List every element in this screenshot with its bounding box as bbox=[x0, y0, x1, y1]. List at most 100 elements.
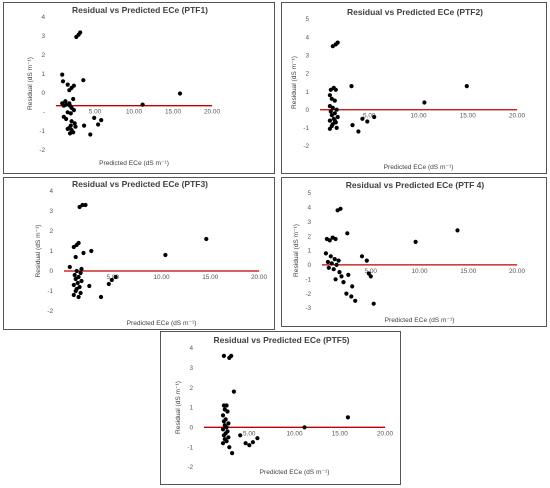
x-tick-label: 20.00 bbox=[204, 109, 220, 116]
data-point bbox=[329, 113, 334, 118]
y-tick-label: -2 bbox=[187, 464, 193, 471]
data-point bbox=[350, 123, 355, 128]
data-point bbox=[67, 264, 72, 270]
data-point bbox=[63, 99, 68, 104]
data-point bbox=[332, 111, 337, 116]
data-point bbox=[68, 111, 73, 116]
chart-panel-ptf5: Residual vs Predicted ECe (PTF5) -2 -1 0 1 2 3… bbox=[160, 331, 401, 485]
y-axis-label: Residual (dS m⁻¹) bbox=[293, 224, 300, 277]
data-point bbox=[72, 272, 77, 278]
x-tick-label: 5.00 bbox=[243, 430, 256, 437]
data-point bbox=[302, 425, 307, 430]
y-tick-label: 2 bbox=[307, 233, 311, 240]
data-point bbox=[80, 202, 85, 208]
data-point bbox=[109, 277, 114, 283]
chart-panel-ptf4: Residual vs Predicted ECe (PTF 4) -3 -2 -1 0… bbox=[281, 177, 547, 327]
data-point bbox=[78, 290, 83, 296]
chart-title: Residual vs Predicted ECe (PTF 4) bbox=[346, 180, 485, 190]
data-point bbox=[238, 433, 243, 438]
data-point bbox=[243, 441, 248, 446]
x-tick-label: 5.00 bbox=[365, 268, 378, 275]
y-axis-label: Residual (dS m⁻¹) bbox=[175, 381, 182, 434]
x-axis-label: Predicted ECe (dS m⁻¹) bbox=[384, 164, 454, 171]
y-tick-label: -2 bbox=[305, 291, 311, 298]
data-point bbox=[71, 96, 76, 102]
y-axis-label: Residual (dS m⁻¹) bbox=[27, 57, 34, 110]
data-point bbox=[330, 105, 335, 110]
chart-title: Residual vs Predicted ECe (PTF2) bbox=[347, 7, 483, 17]
data-point bbox=[325, 259, 330, 265]
data-point bbox=[79, 266, 84, 272]
data-point bbox=[88, 132, 93, 137]
data-point bbox=[231, 389, 236, 394]
data-point bbox=[332, 118, 337, 123]
data-point bbox=[360, 116, 365, 121]
chart-panel-ptf2: Residual vs Predicted ECe (PTF2) -2 -1 0 1 2 3… bbox=[281, 2, 547, 174]
y-tick-label: 1 bbox=[307, 248, 311, 255]
chart-ptf3: Residual vs Predicted ECe (PTF3) -2 -1 0 1 2 3… bbox=[35, 179, 267, 327]
data-point bbox=[334, 262, 339, 267]
data-point bbox=[76, 294, 81, 300]
data-point bbox=[327, 118, 332, 123]
data-point bbox=[220, 413, 226, 418]
data-point bbox=[365, 119, 370, 124]
x-tick-label: 5.00 bbox=[107, 274, 120, 281]
y-tick-label: 4 bbox=[49, 188, 53, 195]
chart-title: Residual vs Predicted ECe (PTF1) bbox=[72, 5, 208, 15]
data-point bbox=[113, 274, 118, 280]
y-tick-label: -1 bbox=[39, 128, 45, 135]
data-point bbox=[140, 102, 145, 107]
data-point bbox=[338, 206, 343, 211]
y-tick-label: 2 bbox=[305, 71, 309, 78]
x-tick-label: 10.00 bbox=[126, 109, 142, 116]
y-tick-label: 1 bbox=[41, 71, 45, 78]
y-tick-label: 4 bbox=[189, 345, 193, 352]
y-tick-label: -1 bbox=[305, 276, 311, 283]
chart-ptf2: Residual vs Predicted ECe (PTF2) -2 -1 0 1 2 3… bbox=[291, 7, 525, 171]
data-point bbox=[81, 78, 86, 83]
data-point bbox=[328, 254, 333, 259]
y-tick-label: 0 bbox=[189, 425, 193, 432]
data-point bbox=[72, 121, 77, 126]
y-axis-label: Residual (dS m⁻¹) bbox=[291, 56, 298, 109]
data-point bbox=[371, 301, 376, 306]
data-point bbox=[353, 298, 358, 303]
data-point bbox=[332, 257, 337, 262]
y-tick-label: 0 bbox=[307, 262, 311, 269]
data-point bbox=[331, 267, 336, 272]
data-point bbox=[226, 435, 231, 440]
data-point bbox=[335, 114, 340, 120]
data-point bbox=[89, 248, 94, 254]
data-point bbox=[79, 278, 84, 284]
data-point bbox=[344, 291, 349, 296]
data-point bbox=[220, 427, 226, 432]
x-tick-label: 20.00 bbox=[509, 113, 525, 120]
chart-panel-ptf3: Residual vs Predicted ECe (PTF3) -2 -1 0 1 2 3… bbox=[3, 177, 275, 330]
data-point bbox=[345, 415, 350, 420]
data-point bbox=[78, 30, 83, 35]
x-tick-label: 10.00 bbox=[154, 274, 170, 281]
data-point bbox=[73, 124, 78, 129]
y-tick-label: -2 bbox=[39, 147, 45, 154]
data-point bbox=[413, 239, 418, 244]
data-point bbox=[71, 108, 76, 113]
y-tick-label: 4 bbox=[307, 205, 311, 212]
data-point bbox=[106, 281, 111, 287]
data-point bbox=[226, 421, 231, 426]
y-tick-label: 5 bbox=[305, 16, 309, 23]
x-tick-label: 5.00 bbox=[89, 109, 102, 116]
data-point bbox=[341, 280, 346, 285]
data-point bbox=[327, 238, 332, 243]
data-point bbox=[247, 443, 252, 448]
data-point bbox=[73, 276, 78, 282]
y-tick-label: 3 bbox=[307, 219, 311, 226]
y-tick-label: 3 bbox=[305, 52, 309, 59]
data-point bbox=[67, 131, 73, 136]
y-tick-label: -1 bbox=[47, 288, 53, 295]
data-point bbox=[96, 122, 101, 127]
data-point bbox=[464, 84, 469, 89]
y-axis-label: Residual (dS m⁻¹) bbox=[35, 225, 42, 278]
data-point bbox=[230, 451, 235, 456]
y-tick-label: 4 bbox=[41, 14, 45, 21]
data-point bbox=[328, 87, 333, 92]
